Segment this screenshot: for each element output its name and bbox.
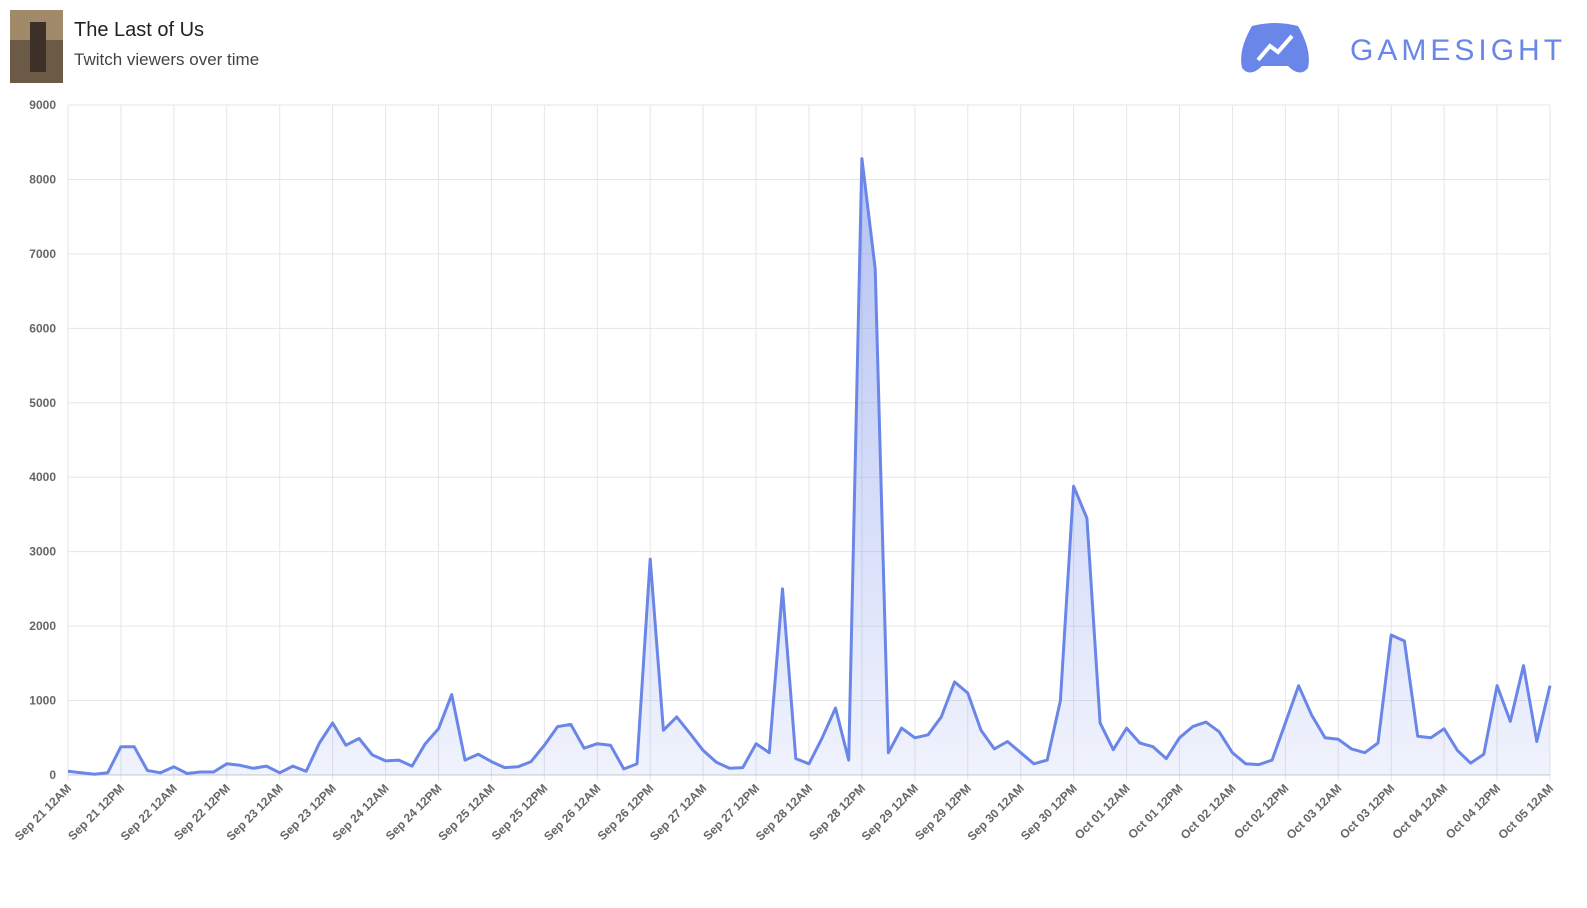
- x-tick-label: Oct 03 12PM: [1337, 781, 1397, 841]
- x-tick-label: Oct 05 12AM: [1495, 781, 1556, 842]
- x-tick-label: Sep 27 12AM: [647, 781, 709, 843]
- subtitle: Twitch viewers over time: [74, 50, 259, 69]
- y-tick-label: 3000: [29, 545, 56, 559]
- y-tick-label: 5000: [29, 396, 56, 410]
- thumbnail: [10, 10, 63, 83]
- x-tick-label: Sep 30 12AM: [965, 781, 1027, 843]
- x-tick-label: Sep 28 12AM: [753, 781, 815, 843]
- title: The Last of Us: [74, 19, 204, 41]
- x-tick-label: Oct 01 12AM: [1072, 781, 1133, 842]
- x-tick-label: Oct 04 12AM: [1389, 781, 1450, 842]
- x-tick-label: Oct 01 12PM: [1125, 781, 1185, 841]
- y-tick-label: 2000: [29, 619, 56, 633]
- x-tick-label: Sep 29 12AM: [859, 781, 921, 843]
- x-tick-label: Oct 03 12AM: [1284, 781, 1345, 842]
- x-tick-label: Oct 02 12PM: [1231, 781, 1291, 841]
- logo-icon: [1241, 23, 1309, 73]
- y-tick-label: 7000: [29, 247, 56, 261]
- x-tick-label: Sep 23 12AM: [224, 781, 286, 843]
- x-tick-label: Sep 30 12PM: [1018, 781, 1080, 843]
- y-tick-label: 4000: [29, 470, 56, 484]
- area-fill: [68, 158, 1550, 776]
- line: [67, 157, 1552, 776]
- x-tick-label: Sep 22 12AM: [118, 781, 180, 843]
- y-tick-label: 8000: [29, 172, 56, 186]
- x-tick-label: Sep 24 12AM: [329, 781, 391, 843]
- x-tick-label: Oct 02 12AM: [1178, 781, 1239, 842]
- y-tick-label: 9000: [29, 98, 56, 112]
- y-tick-label: 6000: [29, 321, 56, 335]
- y-tick-label: 1000: [29, 694, 56, 708]
- x-tick-label: Oct 04 12PM: [1443, 781, 1503, 841]
- x-tick-label: Sep 26 12AM: [541, 781, 603, 843]
- x-tick-label: Sep 25 12AM: [435, 781, 497, 843]
- y-tick-label: 0: [49, 768, 56, 782]
- x-tick-label: Sep 21 12AM: [12, 781, 74, 843]
- brand: GAMESIGHT: [1350, 34, 1566, 67]
